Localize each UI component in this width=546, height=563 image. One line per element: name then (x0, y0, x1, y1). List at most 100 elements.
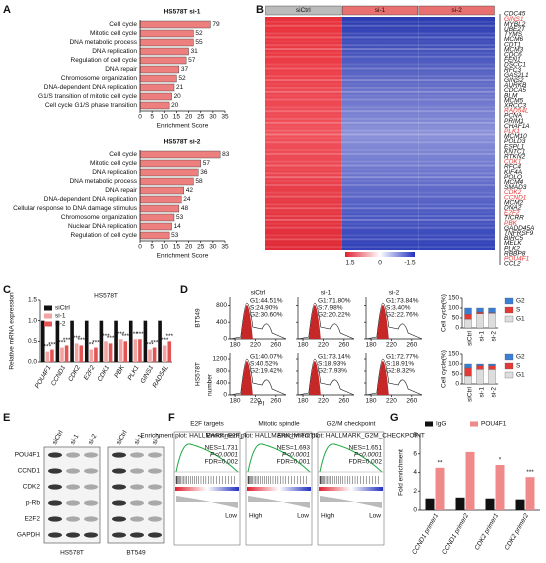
gene-label: AURKB (503, 82, 527, 89)
y-tick-label: 800 (216, 368, 227, 375)
gsea-stat: P<0.0001 (282, 452, 310, 459)
blot-band (112, 516, 126, 522)
blot-band (66, 516, 80, 522)
heatmap-stripe (265, 51, 495, 54)
heatmap-stripe (265, 121, 495, 124)
x-tick-label: 15 (173, 114, 181, 121)
bar (139, 195, 182, 204)
legend-label: G1 (516, 372, 525, 379)
heatmap-stripe (265, 160, 495, 163)
blot-band (84, 452, 98, 458)
bar (74, 343, 79, 362)
gene-label: DNA2 (504, 205, 522, 212)
bar (455, 497, 465, 510)
y-axis-title: Cell cycle(%) (441, 350, 448, 388)
phase-stat: G2:8.32% (386, 368, 415, 375)
bar (139, 38, 194, 47)
heatmap-stripe (265, 29, 495, 31)
bar-segment (488, 365, 496, 370)
bar (139, 213, 175, 222)
heatmap-stripe (265, 63, 495, 66)
bar (139, 159, 201, 168)
gene-label: FEN1 (504, 57, 521, 64)
panel-label: A (3, 4, 11, 16)
bar (158, 320, 162, 362)
gene-label: POLQ (504, 174, 522, 181)
count-label: 58 (195, 178, 203, 185)
lane-label: si-1 (133, 433, 144, 446)
gene-label: UBE2T (504, 26, 526, 33)
bar (133, 339, 138, 362)
y-tick-label: 8 (413, 432, 417, 439)
count-label: 36 (200, 169, 208, 176)
y-axis-title: Fold enrichment (398, 449, 405, 496)
gene-label: MCM3 (504, 46, 524, 53)
blot-band (112, 484, 126, 490)
blot-band (48, 484, 62, 490)
gsea-stat: NES=1.693 (277, 445, 311, 452)
bar-segment (464, 318, 472, 329)
heatmap-stripe (265, 79, 495, 82)
category-label: DNA repair (105, 187, 138, 194)
gene-label: E2F2 (504, 210, 520, 217)
bar (108, 343, 113, 362)
low-label: Low (369, 513, 381, 520)
bar (425, 498, 435, 510)
heatmap-stripe (265, 75, 495, 78)
gene-label: TICRR (504, 215, 524, 222)
ranked-metric (320, 496, 382, 508)
enrichment-curve (319, 443, 383, 473)
bar-segment (476, 365, 484, 370)
gene-label: PBK (504, 220, 518, 227)
lane-label: siCtrl (51, 429, 65, 446)
x-tick-label: 5 (150, 114, 154, 121)
legend-swatch (504, 371, 514, 379)
count-label: 48 (181, 205, 189, 212)
bar-segment (464, 375, 472, 385)
blot-band (48, 516, 62, 522)
y-tick-label: 1.0 (28, 317, 37, 324)
blot-band (66, 468, 80, 474)
significance: ** (133, 331, 139, 338)
panel-label: D (180, 284, 188, 296)
blot-band (130, 484, 144, 490)
protein-label: E2F2 (24, 516, 40, 523)
gene-label: TNFRSF9 (504, 230, 534, 237)
bar-segment (488, 369, 496, 385)
bar-segment (464, 307, 472, 315)
count-label: 21 (176, 84, 184, 91)
heatmap-stripe (265, 168, 495, 171)
legend-label: G2 (516, 354, 525, 361)
y-tick-label: 800 (216, 302, 227, 309)
significance: *** (526, 469, 534, 476)
bar-segment (476, 363, 484, 366)
bar (118, 339, 123, 362)
gene-label: BLM (504, 92, 518, 99)
x-tick-label: 260 (338, 342, 349, 349)
bar (104, 341, 108, 362)
gene-label: PRIM1 (504, 118, 524, 125)
blot-band (84, 532, 98, 538)
x-tick-label: 30 (209, 244, 217, 251)
legend-swatch (504, 362, 514, 370)
legend-label: S (516, 363, 521, 370)
bar (139, 83, 175, 92)
heatmap-stripe (265, 234, 495, 237)
x-tick-label: 220 (318, 342, 329, 349)
gsea-stat: FDR=0.001 (277, 459, 311, 466)
bar (139, 65, 180, 74)
column-label: si-1 (321, 290, 332, 297)
gene-label: PLK1 (504, 128, 520, 135)
y-tick-label: 6 (413, 450, 417, 457)
x-tick-label: 0 (138, 114, 142, 121)
heatmap-stripe (265, 157, 495, 159)
lane-label: si-2 (87, 433, 98, 446)
x-tick-label: 260 (406, 342, 417, 349)
x-tick-label: 5 (150, 244, 154, 251)
y-tick-label: 100 (448, 305, 459, 312)
blot-band (112, 452, 126, 458)
bar-segment (464, 363, 472, 369)
row-label: HS578T (195, 362, 202, 386)
bar (139, 150, 221, 159)
